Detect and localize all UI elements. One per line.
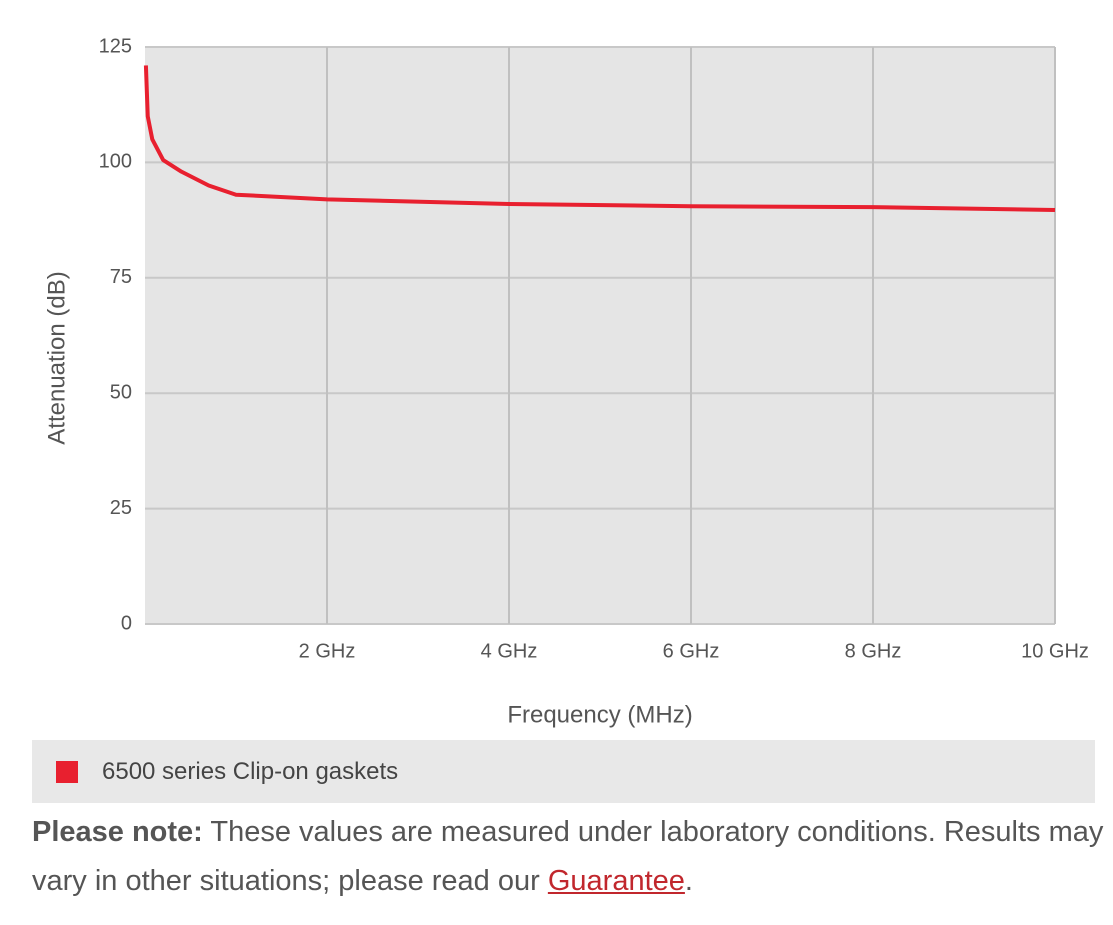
note-bold: Please note: [32,816,203,848]
y-tick-label: 0 [121,612,132,634]
y-tick-label: 25 [110,497,132,519]
note-end: . [684,865,693,897]
legend: 6500 series Clip-on gaskets [32,740,1095,803]
chart: Frequency (MHz) Attenuation (dB) 0 25 50 75… [43,35,1089,728]
plot-background [145,47,1055,624]
x-axis-label: Frequency (MHz) [507,701,692,728]
x-tick-label: 4 GHz [481,640,538,662]
x-tick-label: 10 GHz [1021,640,1089,662]
x-tick-label: 2 GHz [299,640,356,662]
y-tick-label: 100 [99,151,132,173]
series-line [143,65,1056,212]
legend-swatch [56,761,78,783]
note: Please note: These values are measured u… [32,808,1107,906]
y-tick-label: 50 [110,381,132,403]
x-tick-label: 6 GHz [663,640,720,662]
note-text: These values are measured under laborato… [32,816,1104,897]
guarantee-link[interactable]: Guarantee [547,865,685,897]
y-tick-label: 125 [99,35,132,57]
y-tick-label: 75 [110,266,132,288]
x-tick-label: 8 GHz [845,640,902,662]
legend-label: 6500 series Clip-on gaskets [102,758,399,785]
y-axis-label: Attenuation (dB) [43,271,70,444]
